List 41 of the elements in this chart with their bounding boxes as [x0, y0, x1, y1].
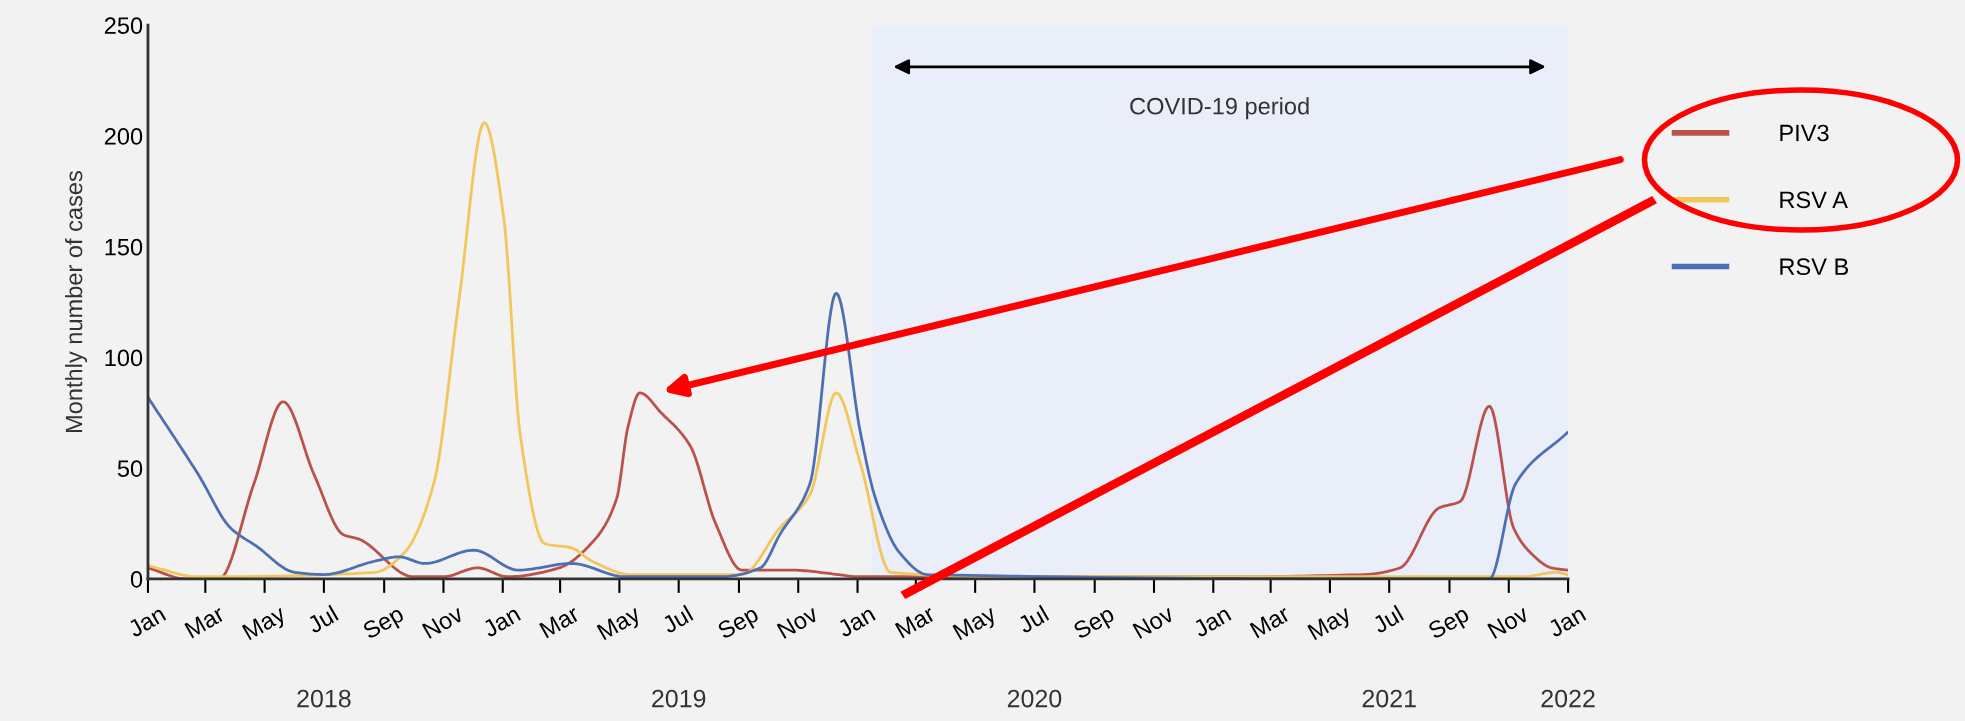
x-tick-label: Nov: [776, 604, 820, 640]
x-tick-label: Mar: [894, 604, 937, 639]
x2-tick-label: 2021: [1362, 689, 1416, 708]
x-tick-label: Jul: [1016, 604, 1050, 634]
y-tick-label: 100: [105, 349, 143, 367]
x-tick-label: Mar: [1249, 604, 1292, 639]
x-tick-label: May: [241, 604, 290, 645]
legend-label: PIV3: [1780, 124, 1829, 142]
x-tick-label: Mar: [539, 604, 581, 639]
x-tick-label: Sep: [1427, 605, 1473, 644]
legend-label: RSV B: [1780, 258, 1849, 276]
y-tick-label: 200: [104, 128, 143, 145]
x-tick-label: Sep: [1072, 605, 1118, 644]
x-tick-label: Sep: [361, 605, 407, 644]
y-tick-label: 250: [104, 17, 143, 35]
x-tick-label: Nov: [1132, 604, 1176, 640]
y-tick-label: 50: [117, 460, 143, 478]
x-tick-label: May: [596, 604, 645, 645]
x-tick-label: Nov: [1487, 604, 1531, 640]
x-tick-label: Sep: [716, 605, 762, 644]
x-tick-label: May: [1307, 604, 1355, 645]
y-axis-title: Monthly number of cases: [65, 171, 88, 433]
x-tick-label: Nov: [421, 604, 465, 640]
x2-tick-label: 2018: [297, 689, 351, 708]
x2-tick-label: 2022: [1541, 689, 1595, 708]
y-tick-label: 150: [105, 238, 143, 256]
x2-tick-label: 2020: [1007, 689, 1062, 708]
x-tick-label: Jan: [1546, 605, 1587, 638]
x2-tick-label: 2019: [652, 689, 706, 708]
x-tick-label: Mar: [184, 604, 226, 639]
band-label: COVID-19 period: [1130, 97, 1309, 120]
x-tick-label: Jan: [1192, 605, 1232, 638]
legend-label: RSV A: [1780, 191, 1848, 209]
x-tick-label: May: [952, 604, 1000, 645]
x-tick-label: Jul: [660, 604, 694, 634]
x-tick-label: Jan: [481, 605, 522, 638]
y-tick-label: 0: [130, 571, 143, 588]
x-tick-label: Jan: [836, 605, 876, 638]
x-tick-label: Jan: [126, 605, 167, 638]
x-tick-label: Jul: [305, 604, 339, 634]
x-tick-label: Jul: [1370, 604, 1405, 634]
